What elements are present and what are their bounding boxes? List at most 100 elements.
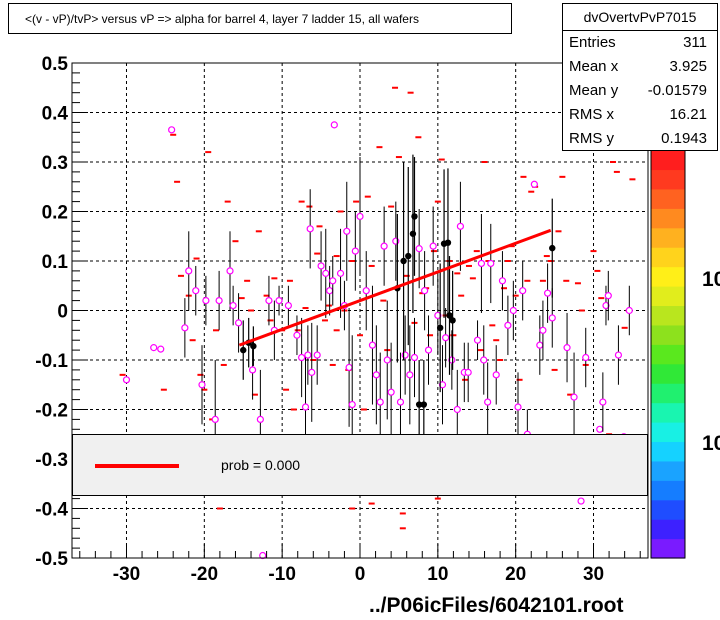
- profile-point: [415, 401, 423, 408]
- marker-point: [429, 242, 437, 250]
- histogram-cell: [454, 272, 461, 275]
- histogram-cells: [119, 86, 636, 530]
- histogram-cell: [360, 408, 367, 411]
- marker-point: [519, 287, 527, 295]
- y-tick-label: 0.1: [42, 252, 69, 273]
- profile-point: [446, 312, 453, 319]
- histogram-cell: [201, 388, 208, 391]
- marker-point: [415, 245, 423, 253]
- marker-point: [198, 381, 206, 389]
- stats-row-mean-x: Mean x 3.925: [563, 55, 717, 79]
- histogram-cell: [251, 393, 258, 396]
- profile-point: [449, 317, 456, 324]
- profile-point: [420, 401, 428, 408]
- histogram-cell: [551, 368, 558, 371]
- histogram-cell: [407, 91, 414, 94]
- marker-point: [434, 311, 442, 320]
- marker-point: [577, 497, 585, 505]
- y-tick-label: -0.3: [35, 450, 68, 471]
- histogram-cell: [244, 279, 251, 282]
- histogram-cell: [547, 260, 554, 262]
- histogram-cell: [395, 156, 402, 159]
- axes: -30 -20 -10 0 10 20 30 -0.5 -0.4 -0.3 -0.2 -0.1 0 0.1…: [35, 54, 649, 585]
- marker-point: [477, 259, 486, 268]
- profile-points: [240, 154, 556, 450]
- y-tick-label: 0.3: [42, 153, 68, 174]
- stats-key: Mean y: [569, 82, 619, 99]
- marker-point: [442, 334, 450, 342]
- stats-key: Mean x: [569, 58, 619, 75]
- histogram-cell: [621, 326, 628, 329]
- marker-point: [306, 225, 314, 233]
- histogram-cell: [349, 507, 356, 510]
- histogram-cell: [430, 250, 437, 253]
- marker-point: [150, 344, 158, 352]
- histogram-cell: [364, 195, 371, 198]
- histogram-cell: [555, 230, 562, 233]
- profile-point: [409, 230, 417, 237]
- histogram-cell: [333, 255, 340, 258]
- histogram-cell: [497, 359, 504, 361]
- histogram-cell: [325, 304, 332, 307]
- marker-point: [234, 319, 243, 327]
- marker-point: [380, 242, 388, 250]
- marker-point: [473, 336, 482, 344]
- histogram-cell: [481, 161, 488, 163]
- marker-point: [265, 297, 273, 305]
- histogram-cell: [189, 339, 196, 342]
- palette-label-upper: 10: [702, 268, 720, 291]
- histogram-cell: [415, 136, 422, 139]
- histogram-cell: [216, 507, 223, 510]
- histogram-cell: [310, 359, 317, 361]
- palette-color-band: [651, 402, 685, 423]
- stats-value: -0.01579: [647, 82, 707, 99]
- marker-point: [387, 388, 395, 396]
- marker-point: [406, 371, 414, 379]
- histogram-cell: [594, 269, 601, 272]
- marker-point: [514, 403, 522, 411]
- histogram-cell: [567, 393, 574, 396]
- x-tick-label: 30: [583, 564, 604, 585]
- marker-point: [396, 398, 405, 406]
- histogram-cell: [248, 309, 255, 312]
- marker-point: [563, 344, 571, 352]
- marker-point: [464, 368, 472, 376]
- palette-color-band: [651, 422, 685, 443]
- profile-point: [444, 239, 452, 246]
- stats-value: 16.21: [669, 106, 707, 123]
- histogram-cell: [353, 200, 360, 203]
- stats-row-rms-y: RMS y 0.1943: [563, 127, 717, 151]
- palette-color-band: [651, 480, 685, 501]
- fit-line: [238, 228, 552, 347]
- marker-point: [293, 331, 301, 339]
- marker-point: [582, 353, 590, 362]
- x-tick-label: -10: [268, 564, 295, 585]
- histogram-cell: [598, 297, 605, 300]
- histogram-cell: [543, 255, 550, 258]
- histogram-cell: [399, 512, 406, 515]
- histogram-cell: [450, 334, 457, 337]
- histogram-cell: [473, 250, 480, 253]
- histogram-cell: [197, 373, 204, 376]
- histogram-cell: [465, 264, 472, 267]
- x-tick-label: 0: [355, 564, 366, 585]
- profile-point: [405, 252, 412, 260]
- marker-point: [168, 126, 176, 134]
- marker-point: [368, 341, 377, 349]
- stats-value: 311: [683, 34, 707, 51]
- histogram-cell: [160, 388, 167, 391]
- histogram-cell: [119, 373, 126, 376]
- plot-title: <(v - vP)/tvP> versus vP => alpha for ba…: [8, 3, 512, 34]
- profile-point: [400, 257, 407, 265]
- marker-point: [301, 403, 310, 411]
- histogram-cell: [298, 200, 305, 203]
- stats-row-mean-y: Mean y -0.01579: [563, 79, 717, 103]
- histogram-cell: [609, 161, 616, 163]
- marker-point: [596, 425, 604, 433]
- marker-point: [284, 301, 292, 310]
- marker-point: [192, 287, 200, 295]
- marker-point: [504, 321, 512, 329]
- marker-point: [259, 551, 267, 560]
- palette-color-band: [651, 208, 685, 229]
- histogram-cell: [306, 205, 313, 208]
